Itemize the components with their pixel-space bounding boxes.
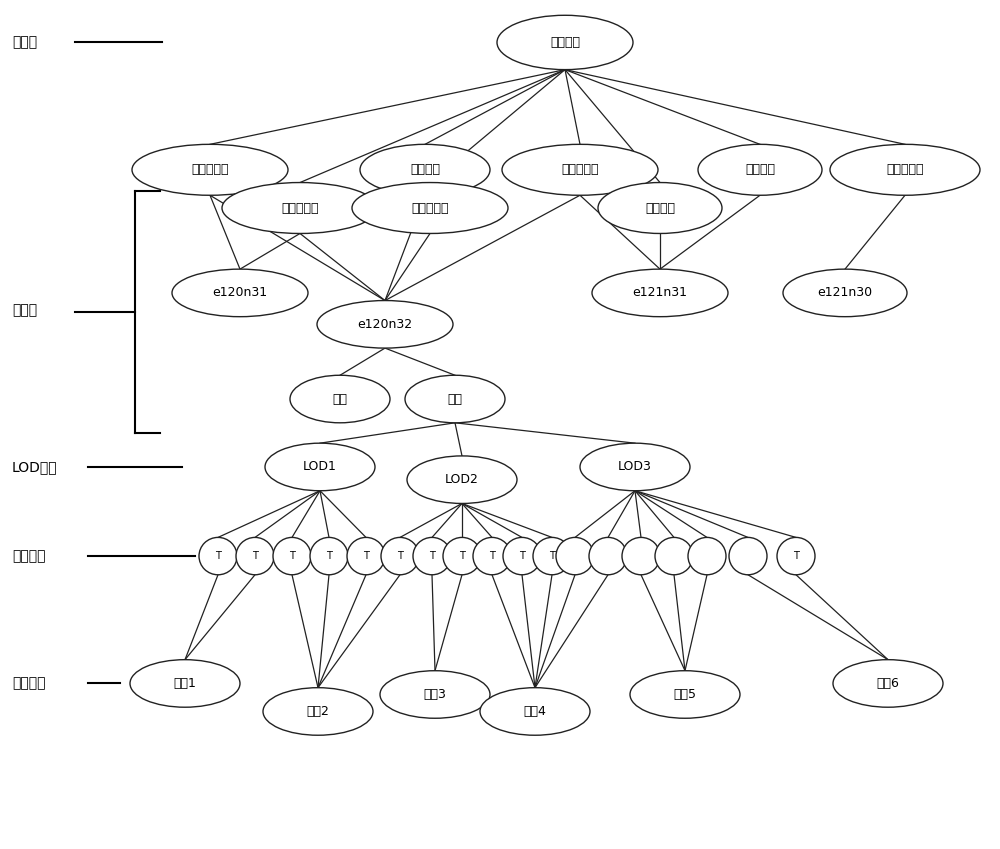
Text: e120n31: e120n31 bbox=[212, 286, 268, 300]
Ellipse shape bbox=[777, 537, 815, 575]
Text: 外高桥航道: 外高桥航道 bbox=[886, 163, 924, 177]
Ellipse shape bbox=[130, 660, 240, 707]
Ellipse shape bbox=[480, 688, 590, 735]
Ellipse shape bbox=[443, 537, 481, 575]
Text: 长江航道: 长江航道 bbox=[550, 36, 580, 49]
Ellipse shape bbox=[273, 537, 311, 575]
Text: 转换节点: 转换节点 bbox=[12, 549, 46, 563]
Text: LOD2: LOD2 bbox=[445, 473, 479, 486]
Text: 模型1: 模型1 bbox=[174, 677, 196, 690]
Text: e120n32: e120n32 bbox=[357, 318, 413, 331]
Ellipse shape bbox=[381, 537, 419, 575]
Ellipse shape bbox=[580, 443, 690, 491]
Ellipse shape bbox=[729, 537, 767, 575]
Ellipse shape bbox=[405, 375, 505, 423]
Text: 地形: 地形 bbox=[332, 392, 348, 406]
Text: 组节点: 组节点 bbox=[12, 303, 37, 317]
Text: e121n31: e121n31 bbox=[633, 286, 688, 300]
Ellipse shape bbox=[380, 671, 490, 718]
Text: 模型2: 模型2 bbox=[307, 705, 329, 718]
Text: T: T bbox=[326, 551, 332, 561]
Text: 宝山航道: 宝山航道 bbox=[745, 163, 775, 177]
Text: T: T bbox=[397, 551, 403, 561]
Text: 通州沙水道: 通州沙水道 bbox=[411, 201, 449, 215]
Text: T: T bbox=[215, 551, 221, 561]
Text: T: T bbox=[519, 551, 525, 561]
Ellipse shape bbox=[783, 269, 907, 317]
Ellipse shape bbox=[698, 144, 822, 195]
Text: 南通水道: 南通水道 bbox=[410, 163, 440, 177]
Text: 叶子节点: 叶子节点 bbox=[12, 677, 46, 690]
Ellipse shape bbox=[263, 688, 373, 735]
Ellipse shape bbox=[598, 183, 722, 233]
Text: 浏海沙水道: 浏海沙水道 bbox=[281, 201, 319, 215]
Ellipse shape bbox=[413, 537, 451, 575]
Text: 模型5: 模型5 bbox=[674, 688, 696, 701]
Text: T: T bbox=[549, 551, 555, 561]
Text: T: T bbox=[363, 551, 369, 561]
Text: T: T bbox=[252, 551, 258, 561]
Ellipse shape bbox=[473, 537, 511, 575]
Text: 根节点: 根节点 bbox=[12, 36, 37, 49]
Ellipse shape bbox=[503, 537, 541, 575]
Text: 模型4: 模型4 bbox=[524, 705, 546, 718]
Ellipse shape bbox=[317, 301, 453, 348]
Ellipse shape bbox=[497, 15, 633, 70]
Ellipse shape bbox=[688, 537, 726, 575]
Ellipse shape bbox=[352, 183, 508, 233]
Text: 白茗沙水道: 白茗沙水道 bbox=[561, 163, 599, 177]
Ellipse shape bbox=[502, 144, 658, 195]
Text: T: T bbox=[459, 551, 465, 561]
Text: 浏河水道: 浏河水道 bbox=[645, 201, 675, 215]
Ellipse shape bbox=[360, 144, 490, 195]
Ellipse shape bbox=[655, 537, 693, 575]
Ellipse shape bbox=[347, 537, 385, 575]
Text: LOD3: LOD3 bbox=[618, 460, 652, 474]
Ellipse shape bbox=[132, 144, 288, 195]
Ellipse shape bbox=[222, 183, 378, 233]
Text: 地物: 地物 bbox=[448, 392, 462, 406]
Text: LOD节点: LOD节点 bbox=[12, 460, 58, 474]
Ellipse shape bbox=[592, 269, 728, 317]
Ellipse shape bbox=[622, 537, 660, 575]
Ellipse shape bbox=[172, 269, 308, 317]
Text: LOD1: LOD1 bbox=[303, 460, 337, 474]
Ellipse shape bbox=[310, 537, 348, 575]
Ellipse shape bbox=[236, 537, 274, 575]
Text: 模型3: 模型3 bbox=[424, 688, 446, 701]
Ellipse shape bbox=[833, 660, 943, 707]
Text: 模型6: 模型6 bbox=[877, 677, 899, 690]
Text: e121n30: e121n30 bbox=[817, 286, 873, 300]
Text: T: T bbox=[489, 551, 495, 561]
Ellipse shape bbox=[199, 537, 237, 575]
Ellipse shape bbox=[589, 537, 627, 575]
Ellipse shape bbox=[556, 537, 594, 575]
Ellipse shape bbox=[630, 671, 740, 718]
Ellipse shape bbox=[290, 375, 390, 423]
Ellipse shape bbox=[407, 456, 517, 503]
Text: T: T bbox=[793, 551, 799, 561]
Ellipse shape bbox=[533, 537, 571, 575]
Ellipse shape bbox=[830, 144, 980, 195]
Text: T: T bbox=[429, 551, 435, 561]
Text: T: T bbox=[289, 551, 295, 561]
Text: 福姜沙水道: 福姜沙水道 bbox=[191, 163, 229, 177]
Ellipse shape bbox=[265, 443, 375, 491]
